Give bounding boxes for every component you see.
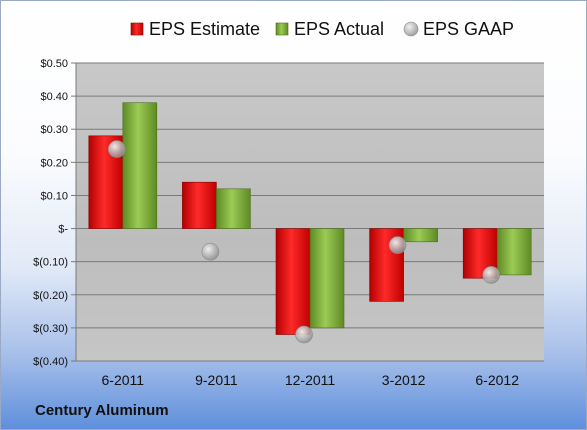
eps-actual-bar-6-2011 [122, 102, 158, 229]
eps-estimate-bar-12-2011 [275, 228, 311, 335]
legend-swatch-eps-actual [275, 22, 289, 36]
eps-gaap-marker-6-2012 [482, 266, 501, 284]
y-tick-label: $0.10 [40, 190, 68, 202]
eps-actual-bar-6-2012 [496, 228, 532, 276]
y-tick-label: $0.20 [40, 157, 68, 169]
x-tick-label: 6-2011 [102, 372, 145, 388]
x-axis-ticks: 6-2011 9-2011 12-2011 3-2012 6-2012 [102, 372, 520, 388]
company-name: Century Aluminum [35, 402, 169, 419]
y-tick-label: $- [58, 224, 68, 236]
legend-label-eps-actual: EPS Actual [294, 19, 384, 39]
eps-actual-bar-3-2012 [403, 228, 438, 243]
x-tick-label: 6-2012 [475, 372, 519, 388]
legend: EPS Estimate EPS Actual EPS GAAP [130, 19, 514, 39]
eps-gaap-marker-12-2011 [295, 325, 313, 344]
y-axis-ticks: $0.50 $0.40 $0.30 $0.20 $0.10 $- $(0.10) $(0.20… [33, 58, 68, 368]
y-tick-label: $(0.10) [33, 257, 68, 269]
gaap-markers [108, 140, 501, 344]
eps-gaap-marker-9-2011 [201, 242, 220, 261]
y-tick-label: $(0.20) [33, 290, 68, 302]
legend-swatch-eps-gaap [403, 21, 419, 37]
x-tick-label: 12-2011 [285, 372, 336, 388]
x-tick-label: 9-2011 [195, 372, 238, 388]
y-tick-label: $0.40 [40, 91, 68, 103]
y-tick-label: $0.30 [40, 124, 68, 136]
eps-actual-bar-12-2011 [309, 228, 345, 329]
eps-gaap-marker-3-2012 [388, 236, 407, 254]
eps-gaap-marker-6-2011 [108, 140, 126, 158]
y-tick-label: $(0.40) [33, 356, 68, 368]
legend-label-eps-estimate: EPS Estimate [149, 19, 260, 39]
legend-label-eps-gaap: EPS GAAP [423, 19, 514, 39]
y-tick-label: $0.50 [40, 58, 68, 70]
eps-actual-bar-9-2011 [216, 188, 251, 229]
x-tick-label: 3-2012 [382, 372, 426, 388]
eps-estimate-bar-9-2011 [182, 181, 217, 229]
legend-swatch-eps-estimate [130, 22, 144, 36]
y-tick-label: $(0.30) [33, 323, 68, 335]
